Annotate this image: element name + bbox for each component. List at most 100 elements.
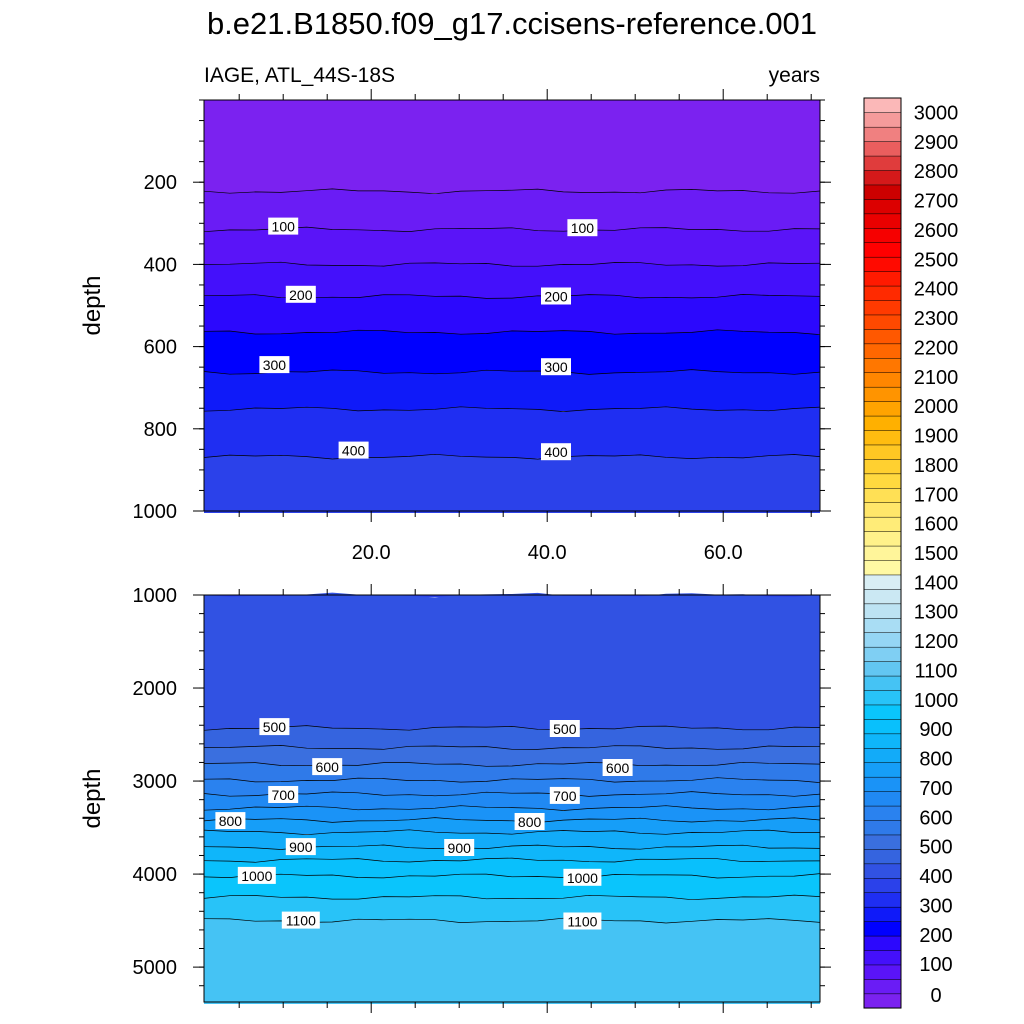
colorbar-cell [863, 747, 902, 763]
contour-label: 800 [514, 813, 545, 830]
contour-band [204, 725, 820, 750]
colorbar-label: 2200 [914, 337, 959, 359]
x-tick-label: 60.0 [704, 542, 743, 564]
colorbar-cell [863, 863, 902, 879]
contour-band [204, 454, 820, 513]
colorbar-label: 1700 [914, 484, 959, 506]
contour-label-text: 300 [263, 357, 287, 373]
contour-label-text: 700 [553, 788, 577, 804]
y-tick-label: 600 [144, 337, 177, 359]
contour-label: 400 [541, 443, 571, 461]
colorbar-cell [863, 155, 902, 171]
y-tick-label: 3000 [133, 771, 178, 793]
colorbar-cell [863, 126, 902, 142]
colorbar-cell [863, 646, 902, 662]
colorbar-label: 600 [919, 807, 952, 829]
colorbar-cell [863, 473, 902, 489]
y-tick-label: 5000 [133, 957, 178, 979]
contour-label-text: 800 [219, 813, 243, 829]
contour-label-box [541, 358, 571, 376]
contour-band [204, 369, 820, 412]
colorbar-cell [863, 949, 902, 966]
colorbar-label: 900 [919, 719, 952, 741]
contour-label-box [259, 356, 290, 374]
contour-label: 600 [312, 758, 343, 776]
contour-label-text: 600 [606, 760, 630, 776]
colorbar-cell [863, 877, 902, 893]
contour-label-box [281, 911, 320, 929]
colorbar-cell [863, 805, 902, 821]
contour-label-box [602, 759, 633, 776]
contour-line [203, 857, 821, 863]
colorbar-label: 3000 [914, 102, 959, 124]
colorbar-label: 2800 [914, 161, 959, 183]
contour-line [203, 725, 821, 731]
contour-label-text: 1100 [567, 914, 597, 930]
colorbar-cell [863, 559, 902, 576]
bottom-panel: 500 500 600 600 700 700 800 800 900 900 1000 1000 11… [79, 584, 831, 1013]
contour-line [203, 406, 821, 412]
contour-label-text: 100 [272, 219, 296, 235]
contour-label-text: 200 [289, 287, 313, 303]
contour-band [204, 188, 820, 232]
contour-label: 900 [285, 838, 316, 856]
contour-line [203, 761, 821, 767]
colorbar-label: 2000 [914, 396, 959, 418]
contour-line [203, 817, 821, 823]
colorbar-cell [863, 141, 902, 157]
colorbar-label: 400 [919, 866, 952, 888]
x-tick-label: 40.0 [528, 542, 567, 564]
colorbar-cell [863, 169, 902, 186]
contour-line [203, 894, 821, 901]
contour-label-text: 100 [571, 220, 595, 236]
colorbar-cell [863, 531, 902, 547]
colorbar-label: 1900 [914, 426, 959, 448]
colorbar-cell [863, 516, 902, 532]
colorbar-cell [863, 285, 902, 301]
contour-band [204, 227, 820, 267]
colorbar-cell [863, 444, 902, 460]
contour-line [203, 745, 821, 750]
top-panel: 100 100 200 200 300 300 400 400 200 400 600 800 1000… [79, 89, 831, 564]
contour-label-box [549, 786, 580, 804]
colorbar-cell [863, 299, 902, 316]
colorbar-cell [863, 906, 902, 922]
colorbar-cell [863, 227, 902, 243]
contour-band [204, 592, 820, 731]
colorbar-label: 1100 [914, 661, 957, 683]
contour-band [204, 873, 820, 900]
colorbar-label: 700 [919, 778, 952, 800]
contour-label-box [338, 441, 369, 459]
y-tick-label: 1000 [133, 501, 178, 523]
contour-label-box [215, 812, 246, 830]
contour-label-text: 700 [272, 787, 296, 803]
colorbar-cell [863, 834, 902, 850]
colorbar-cell [863, 112, 902, 128]
subtitle-right: years [769, 64, 820, 87]
contour-label: 200 [285, 285, 316, 303]
contour-band [204, 745, 820, 767]
contour-label-text: 1000 [241, 868, 272, 884]
colorbar-cell [863, 588, 902, 605]
colorbar-label: 800 [919, 749, 952, 771]
contour-label-text: 800 [518, 814, 542, 830]
contour-label: 1000 [563, 868, 602, 886]
y-tick-label: 200 [144, 172, 177, 194]
contour-label-box [259, 718, 290, 736]
colorbar-cell [863, 242, 902, 258]
contour-label-box [563, 868, 602, 886]
contour-label: 800 [215, 812, 246, 830]
contour-label: 500 [549, 720, 580, 737]
y-tick-label: 1000 [133, 585, 178, 607]
colorbar-cell [863, 675, 902, 691]
colorbar-cell [863, 603, 902, 619]
contour-label: 700 [268, 786, 299, 803]
contour-label: 300 [259, 356, 290, 374]
contour-label-box [285, 838, 316, 856]
contour-label-box [285, 285, 316, 303]
colorbar-cell [863, 458, 902, 475]
contour-band [204, 406, 820, 459]
contour-band [204, 845, 820, 863]
contour-band [204, 100, 820, 194]
